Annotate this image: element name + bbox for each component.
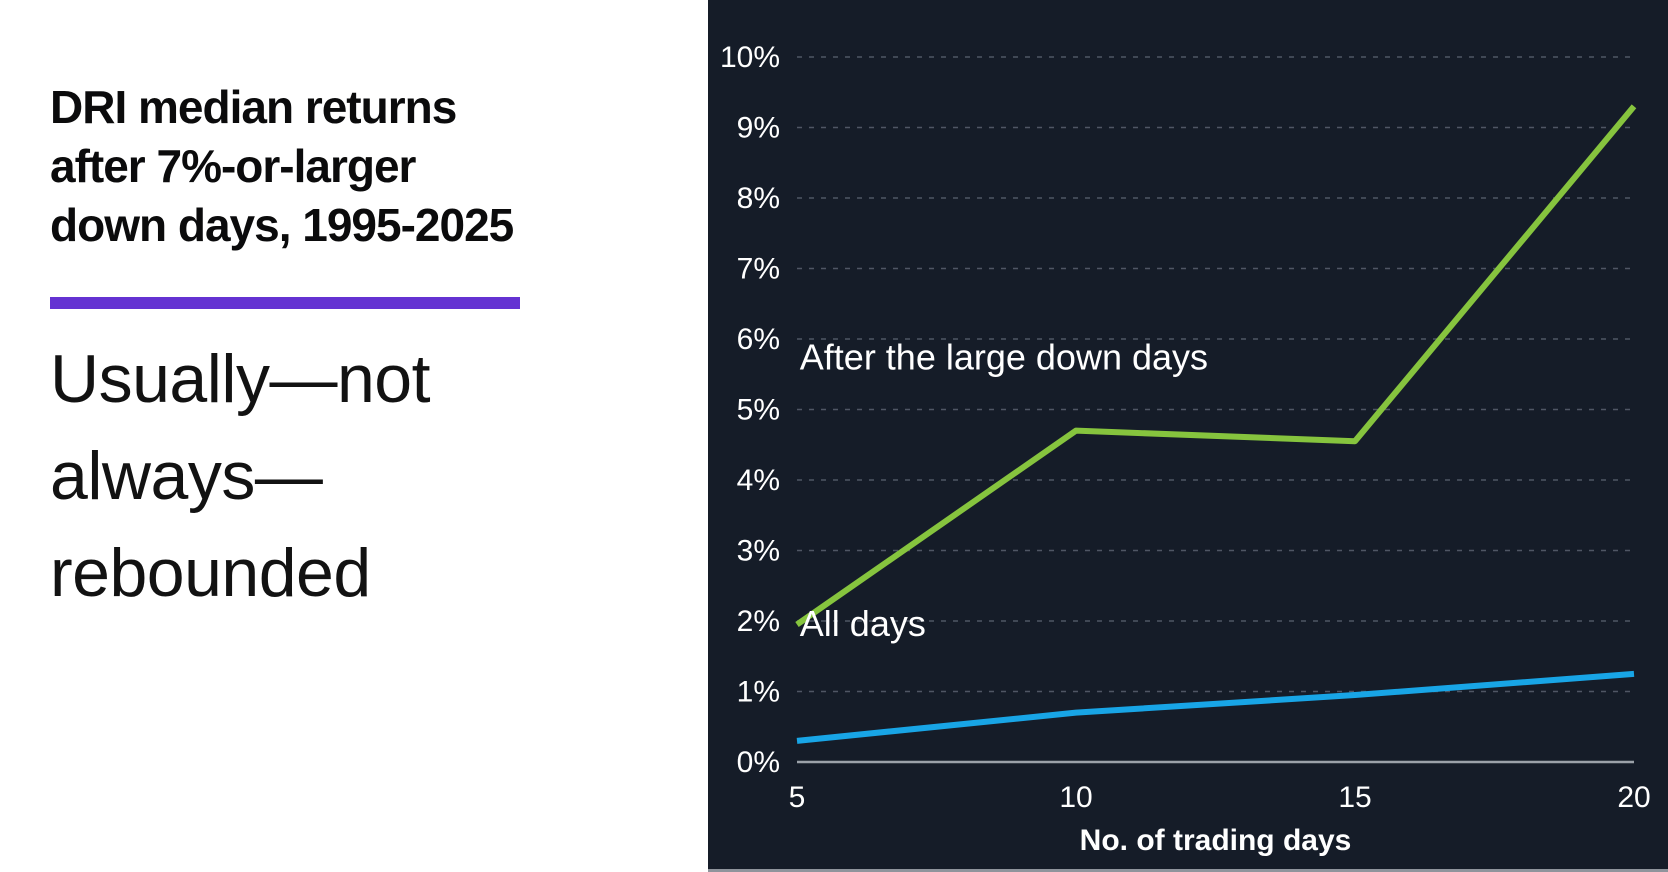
chart-title-line-1: DRI median returns [50, 81, 457, 133]
y-tick-label-1%: 1% [737, 676, 780, 709]
chart-panel: 0% 1% 2% 3% 4% 5% 6% 7% 8% 9% 10% 5 10 15 20 No. of tra… [708, 0, 1668, 872]
y-tick-label-8%: 8% [737, 182, 780, 215]
y-tick-label-10%: 10% [720, 41, 780, 74]
x-tick-label-20: 20 [1617, 781, 1650, 814]
series-label-after-the-large-down-days: After the large down days [800, 336, 1208, 377]
chart-subtitle-line-1: Usually—not [50, 341, 431, 417]
series-line-all-days [796, 670, 1635, 744]
x-axis-title: No. of trading days [1080, 824, 1352, 857]
y-tick-label-4%: 4% [737, 464, 780, 497]
y-tick-label-2%: 2% [737, 605, 780, 638]
series-label-all-days: All days [800, 603, 926, 644]
chart-title-line-3: down days, 1995-2025 [50, 199, 514, 251]
y-tick-label-5%: 5% [737, 394, 780, 427]
returns-line-chart: 0% 1% 2% 3% 4% 5% 6% 7% 8% 9% 10% 5 10 15 20 No. of tra… [720, 41, 1651, 857]
x-tick-label-15: 15 [1338, 781, 1371, 814]
y-tick-label-7%: 7% [737, 253, 780, 286]
x-tick-label-10: 10 [1059, 781, 1092, 814]
chart-subtitle-line-2: always— [50, 438, 323, 514]
headline-panel: DRI median returns after 7%-or-larger do… [0, 0, 708, 872]
chart-title: DRI median returns after 7%-or-larger do… [50, 78, 708, 255]
chart-subtitle-line-3: rebounded [50, 535, 371, 611]
accent-divider-bar [50, 297, 520, 309]
chart-subtitle: Usually—not always— rebounded [50, 331, 708, 622]
y-tick-label-0%: 0% [737, 746, 780, 779]
series-line-after-the-large-down-days [795, 104, 1637, 627]
y-tick-label-3%: 3% [737, 535, 780, 568]
chart-title-line-2: after 7%-or-larger [50, 140, 416, 192]
x-tick-label-5: 5 [789, 781, 806, 814]
y-tick-label-6%: 6% [737, 323, 780, 356]
y-tick-label-9%: 9% [737, 112, 780, 145]
